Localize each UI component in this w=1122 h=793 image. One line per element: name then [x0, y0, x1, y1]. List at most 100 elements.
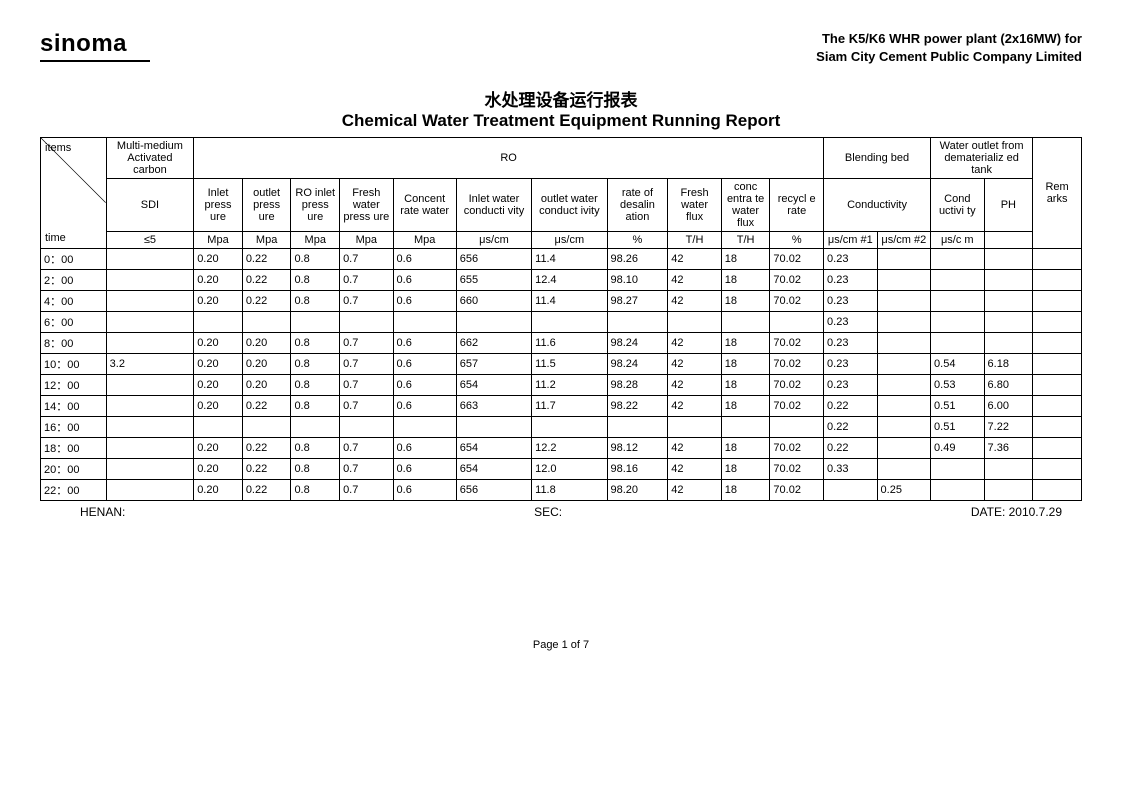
cell-rm [1033, 291, 1082, 312]
cell-fwf: 42 [668, 291, 721, 312]
cell-iwc [456, 312, 531, 333]
cell-iwc: 660 [456, 291, 531, 312]
cell-rd: 98.28 [607, 375, 668, 396]
cell-cwf: 18 [721, 291, 770, 312]
cell-fwf: 42 [668, 459, 721, 480]
grp-rem: Rem arks [1033, 138, 1082, 249]
cell-iwc: 663 [456, 396, 531, 417]
cell-fwf: 42 [668, 480, 721, 501]
cell-rr: 70.02 [770, 291, 824, 312]
cell-t: 16：00 [41, 417, 107, 438]
h-ro-inlet-p: RO inlet press ure [291, 179, 340, 232]
cell-oc: 0.51 [931, 396, 984, 417]
corner-time: time [45, 232, 66, 244]
cell-ph [984, 291, 1033, 312]
cell-rd: 98.16 [607, 459, 668, 480]
grp-ro: RO [194, 138, 824, 179]
cell-fwf: 42 [668, 375, 721, 396]
cell-oc: 0.51 [931, 417, 984, 438]
cell-fwf: 42 [668, 270, 721, 291]
footer-row: HENAN: SEC: DATE: 2010.7.29 [40, 505, 1082, 519]
cell-cwf: 18 [721, 354, 770, 375]
cell-owc: 11.2 [532, 375, 607, 396]
cell-c2 [877, 354, 931, 375]
cell-rm [1033, 333, 1082, 354]
cell-rm [1033, 375, 1082, 396]
cell-c1: 0.33 [824, 459, 877, 480]
table-row: 14：000.200.220.80.70.666311.798.22421870… [41, 396, 1082, 417]
cell-ip: 0.20 [194, 249, 243, 270]
table-row: 12：000.200.200.80.70.665411.298.28421870… [41, 375, 1082, 396]
header-line2: Siam City Cement Public Company Limited [816, 48, 1082, 66]
cell-t: 20：00 [41, 459, 107, 480]
cell-op: 0.20 [242, 375, 291, 396]
cell-rip [291, 312, 340, 333]
h-recycle: recycl e rate [770, 179, 824, 232]
cell-rr: 70.02 [770, 396, 824, 417]
cell-rm [1033, 270, 1082, 291]
u-mpa4: Mpa [340, 232, 393, 249]
cell-rr: 70.02 [770, 354, 824, 375]
cell-t: 8：00 [41, 333, 107, 354]
cell-fwp: 0.7 [340, 249, 393, 270]
cell-ip [194, 312, 243, 333]
cell-ph [984, 333, 1033, 354]
cell-t: 10：00 [41, 354, 107, 375]
cell-owc [532, 312, 607, 333]
cell-c1: 0.22 [824, 417, 877, 438]
cell-c1: 0.23 [824, 270, 877, 291]
cell-ph: 6.80 [984, 375, 1033, 396]
cell-c2 [877, 270, 931, 291]
cell-iwc: 654 [456, 459, 531, 480]
table-row: 0：000.200.220.80.70.665611.498.26421870.… [41, 249, 1082, 270]
u-pct1: % [607, 232, 668, 249]
h-blend-cond: Conductivity [824, 179, 931, 232]
cell-t: 6：00 [41, 312, 107, 333]
cell-crw: 0.6 [393, 396, 456, 417]
cell-rd [607, 312, 668, 333]
cell-fwf: 42 [668, 354, 721, 375]
cell-oc: 0.54 [931, 354, 984, 375]
cell-rip: 0.8 [291, 291, 340, 312]
cell-ip: 0.20 [194, 270, 243, 291]
corner-cell: items time [41, 138, 107, 249]
title-en: Chemical Water Treatment Equipment Runni… [40, 111, 1082, 131]
u-uscm1: μs/cm [456, 232, 531, 249]
cell-fwp: 0.7 [340, 396, 393, 417]
cell-sdi [106, 312, 194, 333]
cell-rr: 70.02 [770, 480, 824, 501]
cell-crw: 0.6 [393, 354, 456, 375]
logo-block: sinoma [40, 30, 150, 62]
cell-owc [532, 417, 607, 438]
cell-ph [984, 480, 1033, 501]
cell-fwp: 0.7 [340, 354, 393, 375]
cell-op: 0.22 [242, 249, 291, 270]
table-row: 8：000.200.200.80.70.666211.698.24421870.… [41, 333, 1082, 354]
title-cn: 水处理设备运行报表 [40, 86, 1082, 111]
logo-text: sinoma [40, 30, 150, 58]
h-conc-rate: Concent rate water [393, 179, 456, 232]
cell-c2 [877, 459, 931, 480]
cell-ph [984, 312, 1033, 333]
cell-cwf: 18 [721, 333, 770, 354]
h-ph: PH [984, 179, 1033, 232]
cell-c1: 0.23 [824, 312, 877, 333]
u-th1: T/H [668, 232, 721, 249]
cell-rip: 0.8 [291, 270, 340, 291]
cell-rm [1033, 354, 1082, 375]
cell-oc [931, 249, 984, 270]
grp-multi: Multi-medium Activated carbon [106, 138, 194, 179]
cell-fwp: 0.7 [340, 459, 393, 480]
cell-crw: 0.6 [393, 438, 456, 459]
cell-ip: 0.20 [194, 291, 243, 312]
table-row: 4：000.200.220.80.70.666011.498.27421870.… [41, 291, 1082, 312]
cell-fwf: 42 [668, 333, 721, 354]
cell-oc [931, 333, 984, 354]
corner-items: items [45, 142, 71, 154]
cell-ph [984, 270, 1033, 291]
cell-rip: 0.8 [291, 396, 340, 417]
cell-rip: 0.8 [291, 480, 340, 501]
cell-rr [770, 417, 824, 438]
cell-owc: 12.4 [532, 270, 607, 291]
cell-fwp [340, 417, 393, 438]
